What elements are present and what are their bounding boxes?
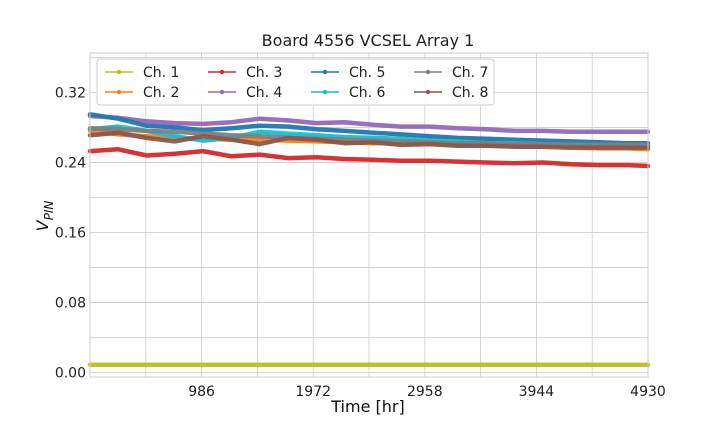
legend-marker — [116, 89, 122, 95]
legend: Ch. 1 Ch. 2 Ch. 3 Ch. 4 Ch. 5 Ch. 6 Ch. 7 Ch. 8 — [96, 58, 495, 106]
legend-label: Ch. 1 — [143, 65, 179, 81]
legend-marker — [219, 89, 225, 95]
y-axis-label-main: V — [33, 219, 52, 231]
x-tick-label: 1972 — [295, 384, 331, 400]
legend-marker — [322, 89, 328, 95]
legend-label: Ch. 2 — [143, 85, 179, 101]
legend-marker — [219, 69, 225, 75]
y-tick-label: 0.16 — [55, 226, 86, 242]
y-tick-label: 0.00 — [55, 366, 86, 382]
y-axis-label-subscript: PIN — [42, 201, 56, 221]
series-line-5 — [87, 112, 651, 146]
series-line-8 — [87, 130, 651, 150]
axis-ticks: 986 1972 2958 3944 4930 0.00 0.08 0.16 0.24 0.32 — [55, 85, 666, 400]
legend-label: Ch. 4 — [246, 85, 283, 101]
x-tick-label: 2958 — [407, 384, 443, 400]
legend-marker — [322, 69, 328, 75]
legend-marker — [425, 89, 431, 95]
x-tick-label: 3944 — [519, 384, 555, 400]
plot-frame — [89, 52, 649, 378]
y-axis-label: VPIN — [33, 201, 56, 232]
y-tick-label: 0.24 — [55, 155, 86, 171]
legend-marker — [425, 69, 431, 75]
legend-box — [96, 58, 495, 106]
x-axis-label: Time [hr] — [330, 397, 404, 416]
legend-label: Ch. 5 — [349, 65, 385, 81]
series-line-3 — [87, 147, 651, 169]
y-tick-label: 0.32 — [55, 85, 86, 101]
y-tick-label: 0.08 — [55, 296, 86, 312]
legend-label: Ch. 6 — [349, 85, 386, 101]
legend-label: Ch. 7 — [452, 65, 488, 81]
legend-marker — [116, 69, 122, 75]
series-lines — [87, 112, 651, 367]
legend-label: Ch. 8 — [452, 85, 488, 101]
series-line-4 — [87, 113, 651, 135]
x-tick-label: 4930 — [630, 384, 666, 400]
x-tick-label: 986 — [188, 384, 215, 400]
chart-title: Board 4556 VCSEL Array 1 — [262, 31, 475, 50]
legend-label: Ch. 3 — [246, 65, 282, 81]
